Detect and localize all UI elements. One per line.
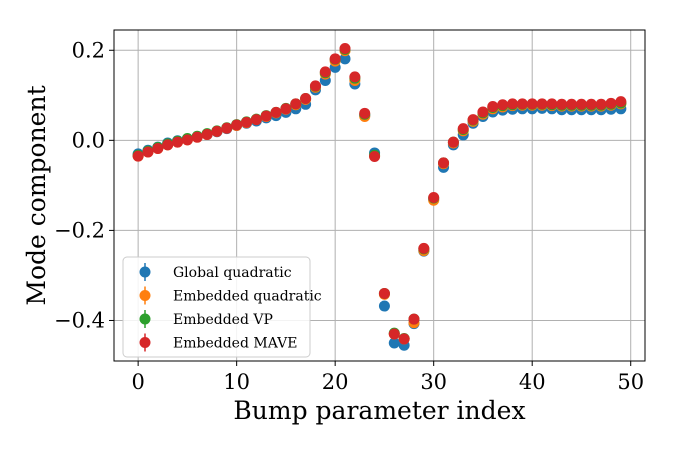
axis-ticks: 0 10 20 30 40 50 0.2 0.0 −0.2 −0.4 [54, 38, 644, 394]
y-tick-label: −0.4 [54, 308, 105, 332]
data-point [191, 131, 203, 143]
data-point [162, 139, 174, 151]
data-point [546, 98, 558, 110]
data-point [605, 97, 617, 109]
data-point [438, 157, 450, 169]
data-point [250, 114, 262, 126]
series-embedded-mave [132, 42, 627, 345]
data-point [585, 98, 597, 110]
x-tick-label: 0 [131, 370, 144, 394]
data-point [181, 134, 193, 146]
data-point [497, 99, 509, 111]
data-point [319, 66, 331, 78]
data-point [526, 98, 538, 110]
data-point [516, 98, 528, 110]
data-point [378, 300, 390, 312]
legend-marker [139, 290, 151, 301]
data-point [290, 98, 302, 110]
data-point [300, 92, 312, 104]
data-point [388, 337, 400, 349]
grid-lines [114, 30, 645, 361]
data-point [369, 151, 381, 163]
data-point [615, 96, 627, 108]
x-tick-label: 20 [322, 370, 349, 394]
data-point [566, 98, 578, 110]
data-point [201, 128, 213, 140]
y-tick-label: −0.2 [54, 218, 105, 242]
x-tick-label: 30 [420, 370, 447, 394]
data-point [506, 98, 518, 110]
data-point [388, 328, 400, 340]
data-point [378, 287, 390, 299]
legend-item: Global quadratic [139, 263, 292, 281]
legend-item: Embedded quadratic [139, 286, 322, 305]
plot-frame [113, 29, 646, 362]
data-point [329, 53, 341, 65]
data-point [556, 98, 568, 110]
data-point [211, 125, 223, 137]
data-point [152, 142, 164, 154]
legend-marker [139, 266, 151, 278]
legend-label: Embedded MAVE [173, 336, 297, 352]
data-point [408, 313, 420, 325]
y-tick-label: 0.0 [72, 128, 105, 152]
data-point [309, 80, 321, 92]
legend-marker [139, 313, 151, 325]
data-point [142, 146, 154, 158]
data-point [231, 119, 243, 131]
data-point [467, 114, 479, 126]
x-axis-label: Bump parameter index [233, 396, 525, 425]
data-point [172, 136, 184, 148]
data-point [595, 98, 607, 110]
legend-label: Global quadratic [173, 265, 292, 281]
data-point [487, 101, 499, 113]
legend: Global quadratic Embedded quadratic Embedd… [122, 256, 322, 358]
data-point [359, 107, 371, 119]
data-point [428, 192, 440, 204]
data-point [457, 123, 469, 135]
data-points [132, 42, 627, 351]
x-tick-label: 10 [223, 370, 250, 394]
data-point [241, 116, 253, 128]
legend-label: Embedded quadratic [173, 289, 322, 305]
data-point [339, 53, 351, 65]
x-tick-label: 50 [617, 370, 644, 394]
data-point [132, 150, 144, 162]
data-point [398, 333, 410, 345]
y-axis-label: Mode component [22, 85, 51, 305]
data-point [349, 71, 361, 83]
data-point [270, 106, 282, 118]
y-tick-label: 0.2 [72, 38, 105, 62]
legend-box [122, 256, 311, 358]
x-tick-label: 40 [519, 370, 546, 394]
data-point [477, 106, 489, 118]
data-point [536, 98, 548, 110]
data-point [447, 136, 459, 148]
data-point [260, 110, 272, 122]
legend-label: Embedded VP [173, 312, 273, 328]
data-point [280, 103, 292, 115]
data-point [575, 98, 587, 110]
legend-item: Embedded MAVE [139, 333, 297, 352]
data-point [418, 242, 430, 254]
legend-marker [139, 337, 151, 348]
data-point [221, 122, 233, 134]
data-point [339, 42, 351, 54]
legend-item: Embedded VP [139, 310, 273, 328]
